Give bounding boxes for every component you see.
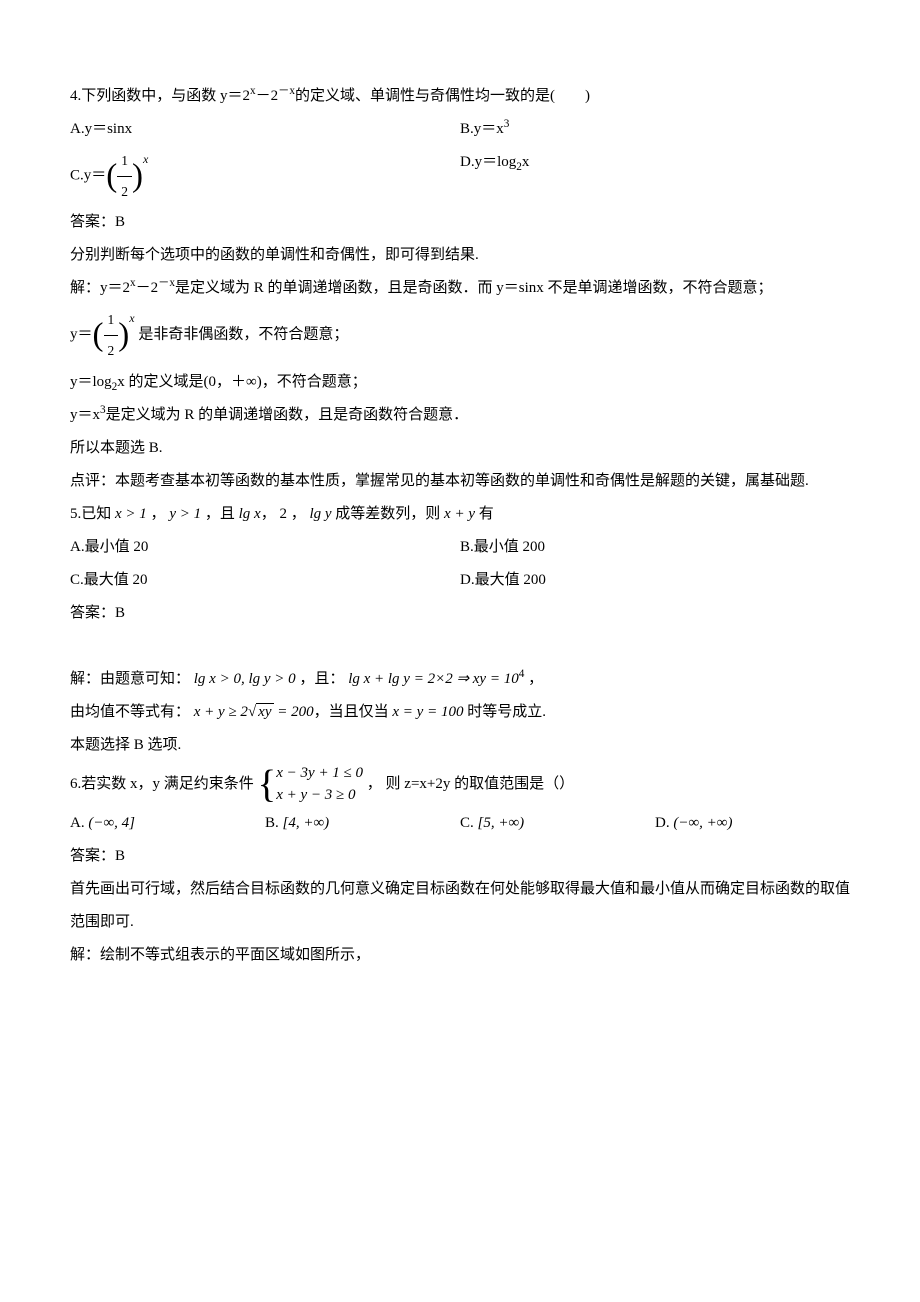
q4-optA: A.y＝sinx xyxy=(70,113,460,146)
q5-optB: B.最小值 200 xyxy=(460,531,850,564)
text: ，当且仅当 xyxy=(314,704,393,720)
q4-expl7: 点评：本题考查基本初等函数的基本性质，掌握常见的基本初等函数的单调性和奇偶性是解… xyxy=(70,465,850,498)
q4-expl1: 分别判断每个选项中的函数的单调性和奇偶性，即可得到结果. xyxy=(70,239,850,272)
q6-optC: C. [5, +∞) xyxy=(460,807,655,840)
q4-optC: C.y＝(12)x xyxy=(70,146,460,206)
q4-expl4: y＝log2x 的定义域是(0，＋∞)，不符合题意； xyxy=(70,366,850,399)
q4-options-row1: A.y＝sinx B.y＝x3 xyxy=(70,113,850,146)
text: ， 2 ， xyxy=(261,506,310,522)
q4-expl2: 解：y＝2x－2－x是定义域为 R 的单调递增函数，且是奇函数．而 y＝sinx… xyxy=(70,272,850,305)
text: ， xyxy=(524,671,543,687)
text: 是非奇非偶函数，不符合题意； xyxy=(138,327,348,343)
sqrt-body: xy xyxy=(256,703,273,720)
q4-optD: D.y＝log2x xyxy=(460,146,850,206)
case1: x − 3y + 1 ≤ 0 xyxy=(276,762,363,785)
text: 5.已知 xyxy=(70,506,115,522)
paren-left: ( xyxy=(93,319,104,352)
blank-line xyxy=(70,630,850,663)
sup: －x xyxy=(278,85,295,97)
text: ，且： xyxy=(296,671,349,687)
text: 解：y＝2 xyxy=(70,280,130,296)
math: x = y = 100 xyxy=(392,704,463,720)
q5-optC: C.最大值 20 xyxy=(70,564,460,597)
text: x xyxy=(522,154,530,170)
q4-expl3: y＝(12)x 是非奇非偶函数，不符合题意； xyxy=(70,305,850,365)
cases-body: x − 3y + 1 ≤ 0 x + y − 3 ≥ 0 xyxy=(276,762,363,807)
text: 6.若实数 x，y 满足约束条件 xyxy=(70,776,258,792)
text: B.y＝x xyxy=(460,121,504,137)
q5-optD: D.最大值 200 xyxy=(460,564,850,597)
q4-options-row2: C.y＝(12)x D.y＝log2x xyxy=(70,146,850,206)
text: 由均值不等式有： xyxy=(70,704,194,720)
q5-expl1: 解：由题意可知： lg x > 0, lg y > 0 ，且： lg x + l… xyxy=(70,663,850,696)
text: D.y＝log xyxy=(460,154,516,170)
q5-expl3: 本题选择 B 选项. xyxy=(70,729,850,762)
q6-optB: B. [4, +∞) xyxy=(265,807,460,840)
text: 是定义域为 R 的单调递增函数，且是奇函数符合题意． xyxy=(106,407,469,423)
q5-answer: 答案：B xyxy=(70,597,850,630)
fraction: 12 xyxy=(117,146,132,206)
fraction: 12 xyxy=(104,305,119,365)
text: －2 xyxy=(136,280,159,296)
text: －2 xyxy=(256,88,279,104)
text: 的定义域、单调性与奇偶性均一致的是( ) xyxy=(295,88,590,104)
paren-right: ) xyxy=(118,319,129,352)
text: ，且 xyxy=(201,506,239,522)
q6-optD: D. (−∞, +∞) xyxy=(655,807,850,840)
sup: －x xyxy=(158,277,175,289)
text: 时等号成立. xyxy=(463,704,546,720)
math: lg x xyxy=(239,506,261,522)
sqrt-sym: √ xyxy=(248,704,256,720)
math: x + y ≥ 2 xyxy=(194,704,248,720)
sup: 3 xyxy=(504,118,510,130)
q5-options-row2: C.最大值 20 D.最大值 200 xyxy=(70,564,850,597)
math: lg x + lg y = 2×2 ⇒ xy = 10 xyxy=(348,671,519,687)
cases: { x − 3y + 1 ≤ 0 x + y − 3 ≥ 0 xyxy=(258,762,364,807)
q6-answer: 答案：B xyxy=(70,840,850,873)
text: 是定义域为 R 的单调递增函数，且是奇函数．而 y＝sinx 不是单调递增函数，… xyxy=(175,280,773,296)
q5-expl2: 由均值不等式有： x + y ≥ 2√xy = 200，当且仅当 x = y =… xyxy=(70,696,850,729)
case2: x + y − 3 ≥ 0 xyxy=(276,784,363,807)
math: lg y xyxy=(309,506,331,522)
text: 成等差数列，则 xyxy=(332,506,445,522)
exponent: x xyxy=(129,311,134,325)
math: x + y xyxy=(444,506,475,522)
q5-stem: 5.已知 x > 1 ， y > 1 ，且 lg x， 2 ， lg y 成等差… xyxy=(70,498,850,531)
text: 解：由题意可知： xyxy=(70,671,194,687)
q5-options-row1: A.最小值 20 B.最小值 200 xyxy=(70,531,850,564)
q4-stem: 4.下列函数中，与函数 y＝2x－2－x的定义域、单调性与奇偶性均一致的是( ) xyxy=(70,80,850,113)
paren-left: ( xyxy=(106,160,117,193)
text: y＝ xyxy=(70,327,93,343)
q4-answer: 答案：B xyxy=(70,206,850,239)
q4-expl6: 所以本题选 B. xyxy=(70,432,850,465)
text: x 的定义域是(0，＋∞)，不符合题意； xyxy=(117,374,366,390)
math: y > 1 xyxy=(169,506,201,522)
text: 4.下列函数中，与函数 y＝2 xyxy=(70,88,250,104)
text: 有 xyxy=(475,506,494,522)
q4-optB: B.y＝x3 xyxy=(460,113,850,146)
q6-optA: A. (−∞, 4] xyxy=(70,807,265,840)
exponent: x xyxy=(143,152,148,166)
text: ， xyxy=(147,506,170,522)
text: y＝x xyxy=(70,407,100,423)
q6-expl2: 解：绘制不等式组表示的平面区域如图所示， xyxy=(70,939,850,972)
text: ， 则 z=x+2y 的取值范围是（） xyxy=(367,776,574,792)
q4-expl5: y＝x3是定义域为 R 的单调递增函数，且是奇函数符合题意． xyxy=(70,399,850,432)
q5-optA: A.最小值 20 xyxy=(70,531,460,564)
text: y＝log xyxy=(70,374,112,390)
math: = 200 xyxy=(274,704,314,720)
math: x > 1 xyxy=(115,506,147,522)
q6-stem: 6.若实数 x，y 满足约束条件 { x − 3y + 1 ≤ 0 x + y … xyxy=(70,762,850,807)
paren-right: ) xyxy=(132,160,143,193)
brace-icon: { xyxy=(258,765,277,804)
text: C.y＝ xyxy=(70,168,106,184)
q6-expl1: 首先画出可行域，然后结合目标函数的几何意义确定目标函数在何处能够取得最大值和最小… xyxy=(70,873,850,939)
q6-options: A. (−∞, 4] B. [4, +∞) C. [5, +∞) D. (−∞,… xyxy=(70,807,850,840)
math: lg x > 0, lg y > 0 xyxy=(194,671,296,687)
